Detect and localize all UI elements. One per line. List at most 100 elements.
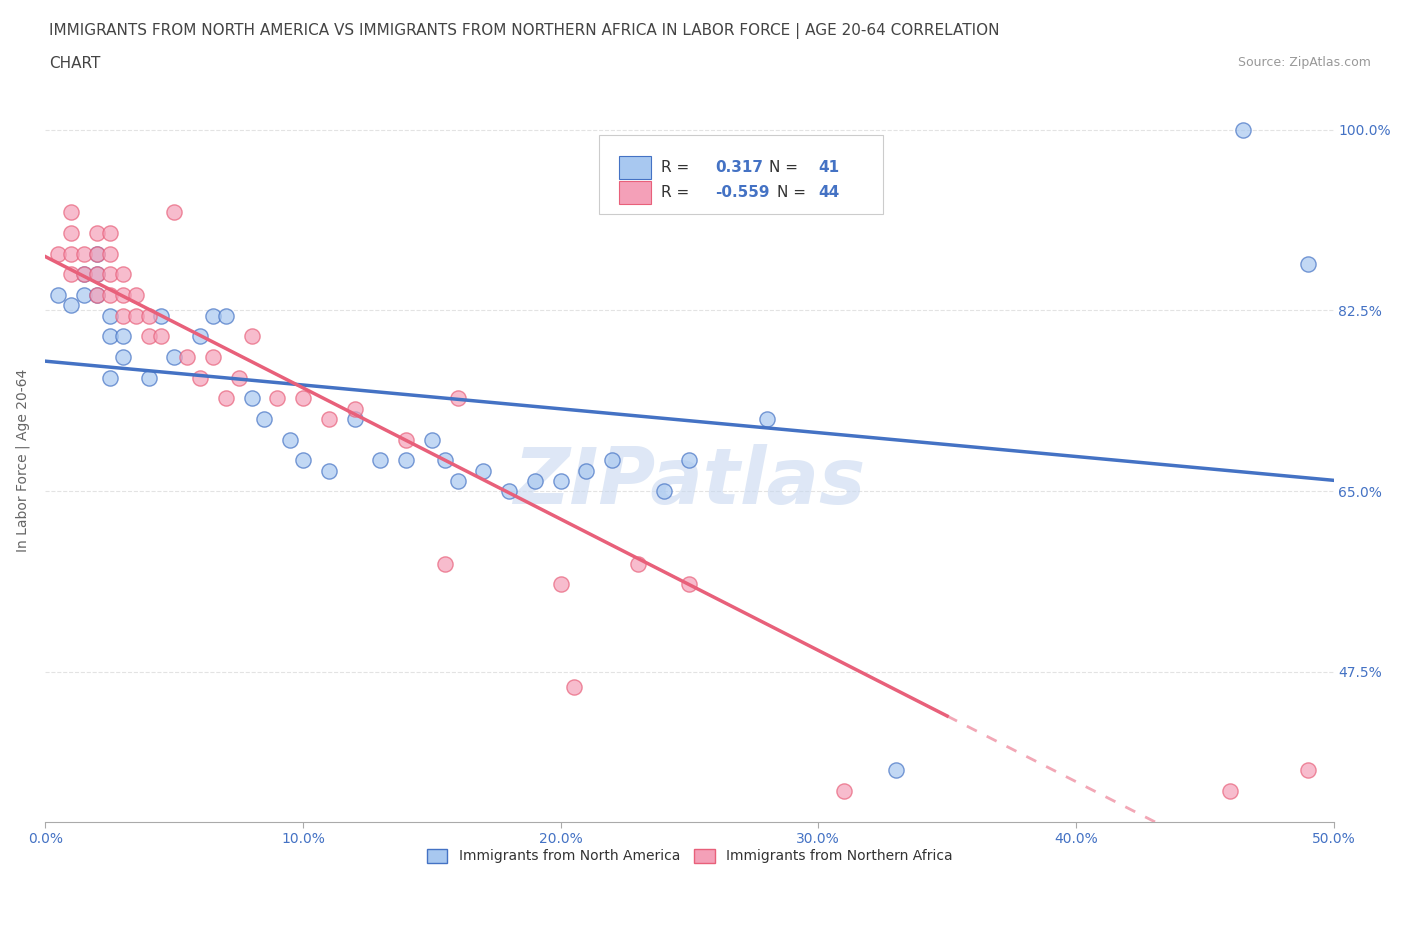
Point xyxy=(550,577,572,591)
Text: R =: R = xyxy=(661,160,695,175)
FancyBboxPatch shape xyxy=(619,156,651,179)
Point xyxy=(111,308,134,323)
Point xyxy=(627,556,650,571)
Point xyxy=(60,205,83,219)
Point xyxy=(86,287,108,302)
Point xyxy=(228,370,250,385)
Point xyxy=(370,453,392,468)
Point xyxy=(1296,763,1319,777)
Point xyxy=(86,267,108,282)
Point xyxy=(240,391,263,405)
Point xyxy=(832,783,855,798)
Point xyxy=(86,287,108,302)
Point xyxy=(98,308,121,323)
Point xyxy=(472,463,495,478)
Point xyxy=(1219,783,1241,798)
Point xyxy=(240,329,263,344)
Point xyxy=(755,411,778,426)
Point xyxy=(138,329,160,344)
Point xyxy=(678,453,700,468)
Point xyxy=(86,267,108,282)
Text: IMMIGRANTS FROM NORTH AMERICA VS IMMIGRANTS FROM NORTHERN AFRICA IN LABOR FORCE : IMMIGRANTS FROM NORTH AMERICA VS IMMIGRA… xyxy=(49,23,1000,39)
Point xyxy=(446,391,468,405)
Point xyxy=(188,329,211,344)
Point xyxy=(111,350,134,365)
Point xyxy=(98,287,121,302)
Point xyxy=(60,267,83,282)
Point xyxy=(550,473,572,488)
Text: N =: N = xyxy=(778,185,811,200)
Point xyxy=(138,308,160,323)
Point xyxy=(523,473,546,488)
Point xyxy=(98,267,121,282)
Point xyxy=(86,246,108,261)
Point xyxy=(343,411,366,426)
Point xyxy=(73,267,96,282)
Point xyxy=(343,401,366,416)
Text: CHART: CHART xyxy=(49,56,101,71)
Point xyxy=(150,329,173,344)
Point xyxy=(266,391,288,405)
Legend: Immigrants from North America, Immigrants from Northern Africa: Immigrants from North America, Immigrant… xyxy=(420,844,957,869)
Point xyxy=(201,308,224,323)
Point xyxy=(1296,257,1319,272)
Text: N =: N = xyxy=(769,160,803,175)
FancyBboxPatch shape xyxy=(599,135,883,215)
Point xyxy=(278,432,301,447)
Y-axis label: In Labor Force | Age 20-64: In Labor Force | Age 20-64 xyxy=(15,368,30,551)
Point xyxy=(138,370,160,385)
Point xyxy=(188,370,211,385)
Point xyxy=(111,287,134,302)
Point xyxy=(433,453,456,468)
Point xyxy=(318,463,340,478)
Point xyxy=(60,246,83,261)
Point xyxy=(652,484,675,498)
Point xyxy=(124,287,146,302)
Point xyxy=(98,246,121,261)
Point xyxy=(86,246,108,261)
Point xyxy=(420,432,443,447)
Text: -0.559: -0.559 xyxy=(716,185,769,200)
Point xyxy=(498,484,520,498)
Point xyxy=(215,391,238,405)
Point xyxy=(73,246,96,261)
Point xyxy=(124,308,146,323)
Point xyxy=(395,432,418,447)
Point xyxy=(111,267,134,282)
Point xyxy=(73,267,96,282)
Point xyxy=(215,308,238,323)
Point xyxy=(446,473,468,488)
Point xyxy=(48,246,70,261)
Point xyxy=(575,463,598,478)
Point xyxy=(98,370,121,385)
Point xyxy=(163,350,186,365)
Point xyxy=(60,226,83,241)
Text: ZIPatlas: ZIPatlas xyxy=(513,444,866,520)
Point xyxy=(111,329,134,344)
Point xyxy=(201,350,224,365)
Point xyxy=(150,308,173,323)
Point xyxy=(433,556,456,571)
Point xyxy=(600,453,623,468)
Text: 44: 44 xyxy=(818,185,839,200)
Point xyxy=(884,763,907,777)
Point xyxy=(1232,122,1254,137)
Point xyxy=(86,226,108,241)
Point xyxy=(98,329,121,344)
Point xyxy=(98,226,121,241)
Text: 0.317: 0.317 xyxy=(716,160,763,175)
Text: 41: 41 xyxy=(818,160,839,175)
Point xyxy=(292,391,315,405)
Point xyxy=(163,205,186,219)
Point xyxy=(395,453,418,468)
Point xyxy=(678,577,700,591)
Point xyxy=(176,350,198,365)
Point xyxy=(292,453,315,468)
FancyBboxPatch shape xyxy=(619,181,651,205)
Point xyxy=(562,680,585,695)
Text: R =: R = xyxy=(661,185,695,200)
Text: Source: ZipAtlas.com: Source: ZipAtlas.com xyxy=(1237,56,1371,69)
Point xyxy=(318,411,340,426)
Point xyxy=(73,287,96,302)
Point xyxy=(48,287,70,302)
